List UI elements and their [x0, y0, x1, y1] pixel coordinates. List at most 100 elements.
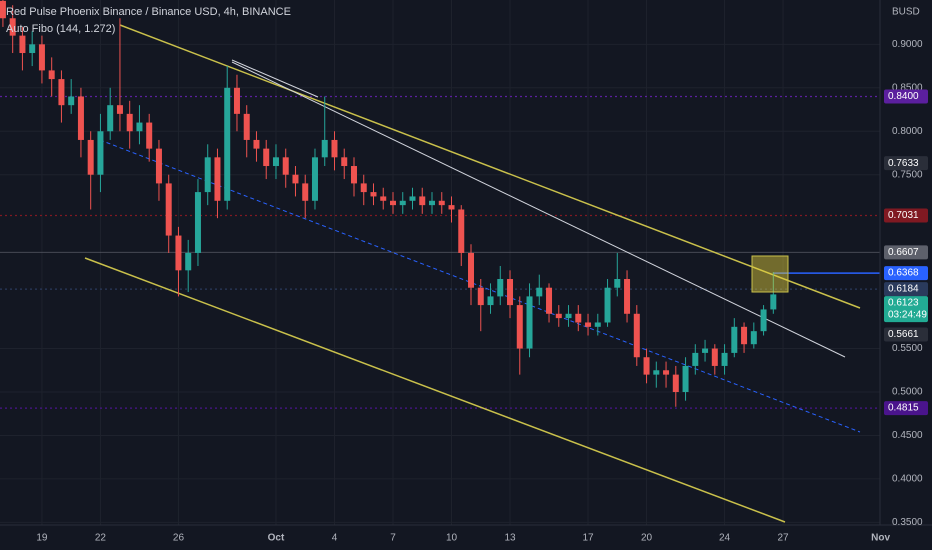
candle-body	[702, 348, 709, 353]
y-tick-label: 0.5000	[892, 387, 923, 398]
candle-body	[711, 348, 718, 366]
price-badge-label: 0.6368	[888, 268, 919, 279]
candle-body	[292, 174, 299, 184]
price-badge-label: 0.8400	[888, 91, 919, 102]
candle-body	[741, 326, 748, 345]
candle-body	[321, 139, 328, 158]
trend-line	[231, 59, 319, 98]
candle-body	[224, 87, 231, 201]
price-badge	[884, 156, 928, 171]
price-badge	[884, 266, 928, 281]
candle-body	[565, 313, 572, 319]
candle-body	[399, 200, 406, 206]
candle-body	[302, 183, 309, 201]
candle-body	[233, 87, 240, 114]
price-badge	[884, 296, 928, 323]
candle-body	[448, 205, 455, 210]
x-tick-label: 17	[582, 533, 594, 544]
price-badge	[884, 208, 928, 223]
price-badge-label: 0.5661	[888, 329, 919, 340]
candle-body	[663, 370, 670, 375]
candle-body	[389, 200, 396, 206]
currency-label: BUSD	[892, 7, 920, 18]
candle-body	[204, 157, 211, 193]
x-tick-label: 22	[95, 533, 107, 544]
candle-body	[155, 148, 162, 184]
candle-body	[604, 287, 611, 323]
candle-body	[419, 196, 426, 206]
trend-line	[119, 24, 861, 309]
candle-body	[253, 139, 260, 149]
candle-body	[633, 313, 640, 358]
candle-body	[77, 96, 84, 140]
candle-body	[458, 209, 465, 253]
candle-body	[360, 183, 367, 193]
x-tick-label: 19	[36, 533, 48, 544]
candle-body	[194, 192, 201, 253]
candle-body	[750, 331, 757, 345]
price-axis	[880, 0, 932, 525]
candle-body	[175, 235, 182, 271]
price-badge-label: 0.6123	[888, 298, 919, 309]
candle-body	[311, 157, 318, 201]
price-badge-label: 0.4815	[888, 403, 919, 414]
candle-body	[341, 157, 348, 167]
candles	[0, 0, 777, 407]
candle-body	[438, 200, 445, 206]
price-badge-label: 0.6607	[888, 247, 919, 258]
y-tick-label: 0.4000	[892, 474, 923, 485]
price-badge	[884, 89, 928, 104]
candle-body	[282, 157, 289, 175]
candle-body	[721, 352, 728, 366]
candle-body	[614, 279, 621, 288]
candle-body	[760, 309, 767, 332]
price-badge	[884, 282, 928, 297]
y-tick-label: 0.8000	[892, 126, 923, 137]
y-tick-label: 0.8500	[892, 82, 923, 93]
indicator-label: Auto Fibo (144, 1.272)	[6, 23, 115, 35]
price-badges: 0.8400 0.7633 0.7031 0.6607 0.6368 0.6184 0.61…	[884, 89, 928, 416]
candle-body	[507, 279, 514, 306]
price-badge	[884, 245, 928, 260]
candle-body	[214, 157, 221, 201]
candle-body	[58, 79, 65, 106]
candle-body	[682, 365, 689, 393]
candle-body	[263, 148, 270, 167]
trend-line	[231, 61, 846, 358]
candle-body	[68, 96, 75, 106]
x-tick-label: 13	[504, 533, 516, 544]
candle-body	[370, 192, 377, 197]
candle-body	[477, 287, 484, 306]
candle-body	[653, 370, 660, 375]
candle-body	[380, 196, 387, 201]
candle-body	[536, 287, 543, 297]
candle-body	[136, 122, 143, 132]
candle-body	[643, 357, 650, 375]
candle-body	[29, 44, 36, 54]
candle-body	[116, 105, 123, 114]
candle-body	[165, 183, 172, 236]
candle-body	[731, 326, 738, 353]
candle-body	[97, 131, 104, 175]
candle-body	[409, 196, 416, 201]
y-tick-label: 0.9000	[892, 39, 923, 50]
x-tick-label: 7	[390, 533, 396, 544]
x-tick-label: 10	[446, 533, 458, 544]
candle-body	[575, 313, 582, 323]
candle-body	[672, 374, 679, 393]
candle-body	[185, 252, 192, 271]
candle-body	[107, 105, 114, 132]
candle-body	[87, 139, 94, 175]
x-tick-label: 26	[173, 533, 185, 544]
x-tick-label: Nov	[871, 533, 890, 544]
candle-body	[468, 252, 475, 288]
x-tick-label: 24	[719, 533, 731, 544]
candle-body	[48, 70, 55, 80]
y-tick-label: 0.5500	[892, 343, 923, 354]
candle-body	[526, 296, 533, 349]
candle-body	[555, 313, 562, 319]
candle-body	[243, 113, 250, 140]
